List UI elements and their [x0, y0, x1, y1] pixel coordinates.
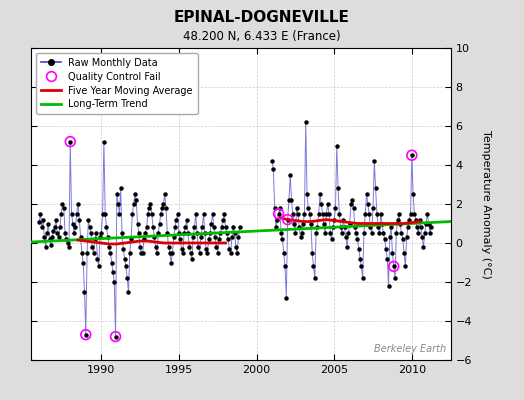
Point [389, 263, 398, 270]
Point [408, 152, 416, 158]
Legend: Raw Monthly Data, Quality Control Fail, Five Year Moving Average, Long-Term Tren: Raw Monthly Data, Quality Control Fail, … [36, 53, 198, 114]
Point [66, 138, 74, 145]
Text: Berkeley Earth: Berkeley Earth [374, 344, 446, 354]
Point [112, 333, 120, 340]
Y-axis label: Temperature Anomaly (°C): Temperature Anomaly (°C) [482, 130, 492, 278]
Point [82, 332, 90, 338]
Point [283, 216, 292, 223]
Text: 48.200 N, 6.433 E (France): 48.200 N, 6.433 E (France) [183, 30, 341, 43]
Text: EPINAL-DOGNEVILLE: EPINAL-DOGNEVILLE [174, 10, 350, 25]
Point [275, 210, 283, 217]
